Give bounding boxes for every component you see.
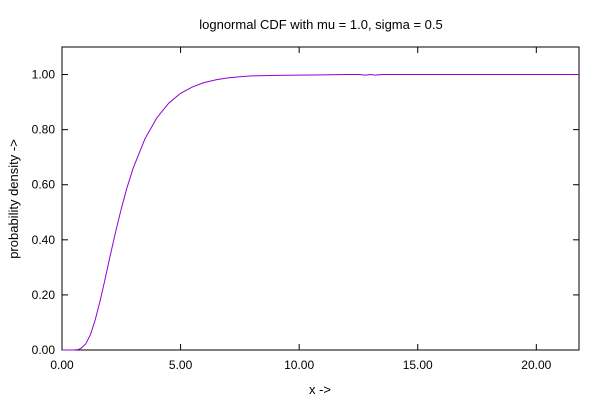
y-tick-label: 1.00 bbox=[32, 68, 56, 82]
x-tick-label: 5.00 bbox=[169, 358, 193, 372]
x-tick-label: 15.00 bbox=[403, 358, 433, 372]
series-line bbox=[62, 74, 579, 351]
x-axis-label: x -> bbox=[309, 382, 331, 397]
x-tick-label: 10.00 bbox=[284, 358, 314, 372]
y-tick-label: 0.00 bbox=[32, 343, 56, 357]
y-tick-label: 0.40 bbox=[32, 233, 56, 247]
y-axis-label: probability density -> bbox=[6, 139, 21, 259]
chart-title: lognormal CDF with mu = 1.0, sigma = 0.5 bbox=[199, 17, 443, 32]
y-tick-label: 0.60 bbox=[32, 178, 56, 192]
x-tick-label: 0.00 bbox=[50, 358, 74, 372]
x-tick-label: 20.00 bbox=[521, 358, 551, 372]
plot-frame bbox=[61, 46, 580, 351]
y-tick-label: 0.80 bbox=[32, 123, 56, 137]
y-tick-label: 0.20 bbox=[32, 288, 56, 302]
plot-area: 0.00 5.00 10.00 15.00 20.00 0.00 0.20 0.40 0.60 0… bbox=[32, 46, 580, 372]
